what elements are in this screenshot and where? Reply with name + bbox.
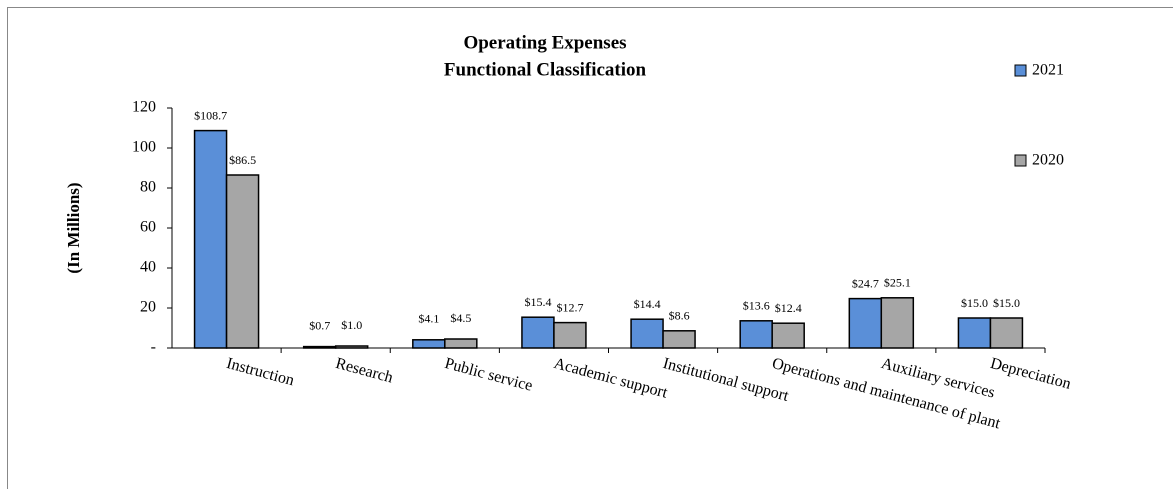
value-label: $13.6 — [743, 299, 770, 313]
y-tick-label: 60 — [140, 219, 156, 236]
value-label: $14.4 — [634, 297, 661, 311]
value-label: $0.7 — [309, 318, 330, 332]
y-tick-label: 80 — [140, 179, 156, 196]
bar — [630, 318, 664, 349]
value-label: $12.4 — [775, 301, 802, 315]
frame — [7, 7, 1173, 489]
value-label: $86.5 — [229, 153, 256, 167]
bar — [957, 317, 992, 349]
y-tick-label: 40 — [140, 259, 156, 276]
value-label: $4.1 — [418, 312, 439, 326]
value-label: $24.7 — [852, 276, 879, 290]
bar — [412, 339, 446, 349]
x-tick-label: Instruction — [225, 355, 296, 389]
bar — [444, 338, 478, 349]
value-label: $15.4 — [524, 295, 551, 309]
value-label: $12.7 — [556, 300, 583, 314]
chart-subtitle: Functional Classification — [444, 59, 647, 80]
bar — [553, 321, 587, 349]
legend-label: 2020 — [1032, 152, 1064, 169]
bar — [880, 297, 915, 349]
bar — [739, 320, 773, 349]
bar — [225, 174, 260, 349]
legend-label: 2021 — [1032, 62, 1064, 79]
value-label: $1.0 — [341, 318, 362, 332]
value-label: $4.5 — [450, 311, 471, 325]
x-tick-label: Institutional support — [661, 355, 791, 405]
x-tick-label: Depreciation — [988, 355, 1072, 393]
bar — [521, 316, 555, 349]
y-tick-label: 20 — [140, 299, 156, 316]
x-tick-label: Public service — [443, 355, 535, 395]
x-tick-label: Research — [334, 355, 395, 387]
y-tick-label: 100 — [132, 139, 156, 156]
bar — [989, 317, 1024, 349]
x-tick-label: Academic support — [552, 355, 670, 402]
bar — [771, 322, 805, 349]
y-axis-label: (In Millions) — [64, 182, 83, 273]
value-label: $25.1 — [884, 276, 911, 290]
value-label: $15.0 — [993, 296, 1020, 310]
bar — [848, 297, 883, 349]
chart-title: Operating Expenses — [463, 32, 626, 53]
legend-swatch — [1014, 154, 1027, 167]
y-tick-label: 120 — [132, 99, 156, 116]
legend-swatch — [1014, 64, 1027, 77]
value-label: $15.0 — [961, 296, 988, 310]
y-tick-label: - — [151, 339, 156, 356]
bar — [662, 330, 696, 349]
bar — [193, 129, 228, 349]
value-label: $8.6 — [669, 309, 690, 323]
value-label: $108.7 — [194, 108, 227, 122]
